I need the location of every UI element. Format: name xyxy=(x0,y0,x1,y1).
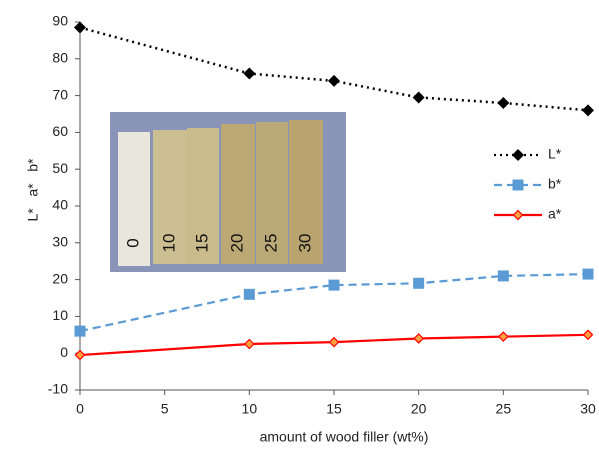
marker xyxy=(328,336,340,348)
x-tick-label: 0 xyxy=(76,401,84,417)
y-tick-label: 60 xyxy=(52,123,68,139)
sample-strip xyxy=(221,124,255,264)
marker xyxy=(74,325,86,337)
marker xyxy=(74,349,86,361)
series-line xyxy=(79,333,589,357)
legend-marker xyxy=(512,149,524,161)
legend-label: L* xyxy=(548,146,562,162)
sample-strip xyxy=(289,120,323,264)
x-tick-label: 10 xyxy=(242,401,258,417)
marker xyxy=(243,67,256,80)
marker xyxy=(328,279,340,291)
marker xyxy=(497,96,510,109)
x-tick-label: 5 xyxy=(161,401,169,417)
marker xyxy=(243,288,255,300)
x-axis-title: amount of wood filler (wt%) xyxy=(260,429,429,445)
series-line xyxy=(79,272,589,333)
x-tick-label: 25 xyxy=(496,401,512,417)
marker xyxy=(243,338,255,350)
marker xyxy=(413,333,425,344)
marker xyxy=(497,270,509,282)
y-tick-label: 10 xyxy=(52,307,68,323)
y-tick-label: 40 xyxy=(52,197,68,213)
marker xyxy=(413,277,425,289)
marker xyxy=(582,329,594,341)
x-tick-label: 20 xyxy=(411,401,427,417)
legend-marker xyxy=(512,179,524,191)
inset-label: 30 xyxy=(295,234,314,253)
marker xyxy=(412,91,425,104)
y-tick-label: 30 xyxy=(52,234,68,250)
y-tick-label: -10 xyxy=(48,381,68,397)
legend-label: a* xyxy=(548,206,562,222)
inset-label: 0 xyxy=(123,238,142,247)
x-tick-label: 30 xyxy=(580,401,596,417)
y-tick-label: 20 xyxy=(52,270,68,286)
x-tick-label: 15 xyxy=(326,401,342,417)
inset-label: 20 xyxy=(227,234,246,253)
legend-marker xyxy=(512,209,524,221)
sample-strip xyxy=(187,128,219,264)
series-line xyxy=(79,26,589,112)
inset-photo: 0 10 15 20 25 30 xyxy=(110,112,346,272)
marker xyxy=(582,104,594,117)
inset-label: 25 xyxy=(261,234,280,253)
y-tick-label: 0 xyxy=(60,344,68,360)
sample-strip xyxy=(256,122,288,264)
marker xyxy=(582,268,594,280)
y-tick-label: 70 xyxy=(52,86,68,102)
y-tick-label: 50 xyxy=(52,160,68,176)
inset-label: 15 xyxy=(192,234,211,253)
sample-strip xyxy=(153,130,187,264)
legend-label: b* xyxy=(548,176,562,192)
marker xyxy=(328,74,340,87)
y-tick-label: 80 xyxy=(52,50,68,66)
y-tick-label: 90 xyxy=(52,13,68,29)
sample-strip xyxy=(118,132,150,266)
marker xyxy=(497,331,509,342)
y-axis-title: L* a* b* xyxy=(25,158,41,222)
inset-label: 10 xyxy=(159,234,178,253)
marker xyxy=(74,21,86,34)
